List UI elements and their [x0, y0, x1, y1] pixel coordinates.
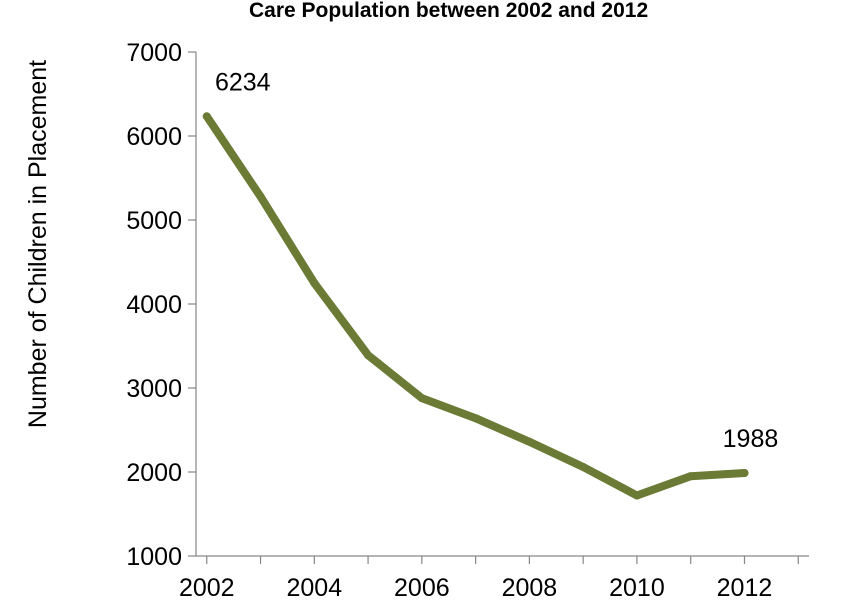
chart-title: Care Population between 2002 and 2012 [249, 0, 648, 22]
x-tick-label: 2002 [179, 574, 235, 602]
x-tick-label: 2010 [609, 574, 665, 602]
data-point [471, 414, 480, 423]
ticks: 1000 2000 3000 4000 5000 6000 7000 2002 2004 2006… [126, 39, 799, 602]
x-tick-label: 2012 [717, 574, 773, 602]
series [202, 112, 749, 500]
data-label: 6234 [215, 68, 271, 96]
y-axis-label: Number of Children in Placement [24, 60, 52, 428]
y-tick-label: 6000 [126, 123, 182, 151]
y-tick-label: 7000 [126, 39, 182, 67]
data-point [256, 192, 265, 201]
axes [195, 52, 809, 557]
data-point [632, 491, 641, 500]
data-point [364, 351, 373, 360]
data-point [202, 112, 211, 121]
x-tick-label: 2006 [394, 574, 450, 602]
data-label: 1988 [723, 425, 779, 453]
x-tick-label: 2004 [286, 574, 342, 602]
data-point [525, 437, 534, 446]
data-point [686, 472, 695, 481]
x-tick-label: 2008 [502, 574, 558, 602]
data-point [740, 469, 749, 478]
data-point [579, 462, 588, 471]
data-point [310, 279, 319, 287]
y-tick-label: 5000 [126, 207, 182, 235]
series-line [202, 112, 749, 500]
labels: 6234 1988 [215, 68, 778, 453]
y-tick-label: 2000 [126, 459, 182, 487]
y-tick-label: 1000 [126, 543, 182, 571]
y-tick-label: 3000 [126, 375, 182, 403]
y-tick-label: 4000 [126, 291, 182, 319]
data-point [417, 394, 426, 403]
